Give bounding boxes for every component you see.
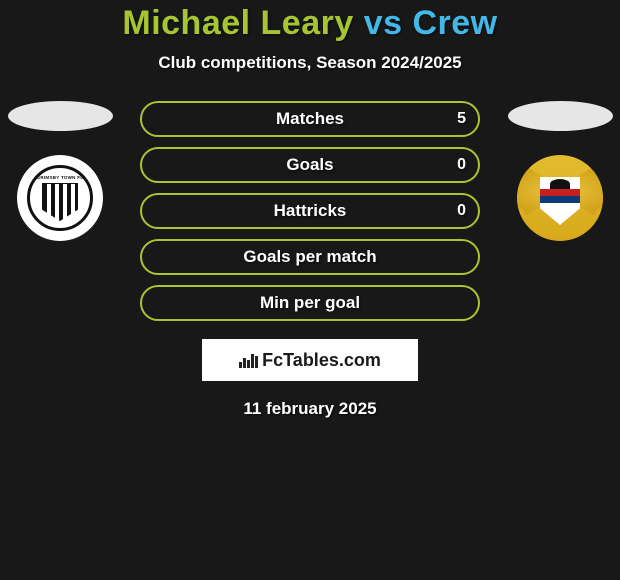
stat-right-value: 0	[457, 202, 466, 220]
club-crest-doncaster	[517, 155, 603, 241]
stat-label: Goals per match	[243, 247, 376, 267]
stats-list: Matches 5 Goals 0 Hattricks 0 Goals per …	[140, 101, 480, 321]
comparison-card: Michael Leary vs Crew Club competitions,…	[0, 0, 620, 419]
stat-row-min-per-goal: Min per goal	[140, 285, 480, 321]
stat-label: Min per goal	[260, 293, 360, 313]
date-text: 11 february 2025	[243, 399, 376, 419]
grimsby-text-top-icon: GRIMSBY TOWN FC	[36, 175, 83, 180]
stat-label: Goals	[286, 155, 333, 175]
player-avatar-placeholder-left	[8, 101, 113, 131]
club-crest-grimsby: GRIMSBY TOWN FC	[17, 155, 103, 241]
page-title: Michael Leary vs Crew	[122, 4, 497, 43]
grimsby-inner-icon: GRIMSBY TOWN FC	[27, 165, 93, 231]
fctables-chart-icon	[239, 352, 258, 368]
stat-row-hattricks: Hattricks 0	[140, 193, 480, 229]
subtitle: Club competitions, Season 2024/2025	[158, 53, 461, 73]
stat-label: Hattricks	[274, 201, 347, 221]
stat-row-goals: Goals 0	[140, 147, 480, 183]
comparison-body: GRIMSBY TOWN FC Matches 5 Goals 0 Hattri…	[0, 101, 620, 321]
brand-badge: FcTables.com	[202, 339, 418, 381]
doncaster-helmet-icon	[550, 179, 570, 189]
stat-row-matches: Matches 5	[140, 101, 480, 137]
right-column	[500, 101, 620, 241]
doncaster-band-icon	[540, 189, 580, 203]
title-opponent: Crew	[412, 4, 497, 42]
stat-row-goals-per-match: Goals per match	[140, 239, 480, 275]
player-avatar-placeholder-right	[508, 101, 613, 131]
stat-right-value: 0	[457, 156, 466, 174]
brand-text: FcTables.com	[262, 350, 381, 371]
title-player: Michael Leary	[122, 4, 353, 42]
stat-right-value: 5	[457, 110, 466, 128]
grimsby-shield-icon	[42, 183, 78, 221]
left-column: GRIMSBY TOWN FC	[0, 101, 120, 241]
stat-label: Matches	[276, 109, 344, 129]
title-vs: vs	[354, 4, 413, 42]
